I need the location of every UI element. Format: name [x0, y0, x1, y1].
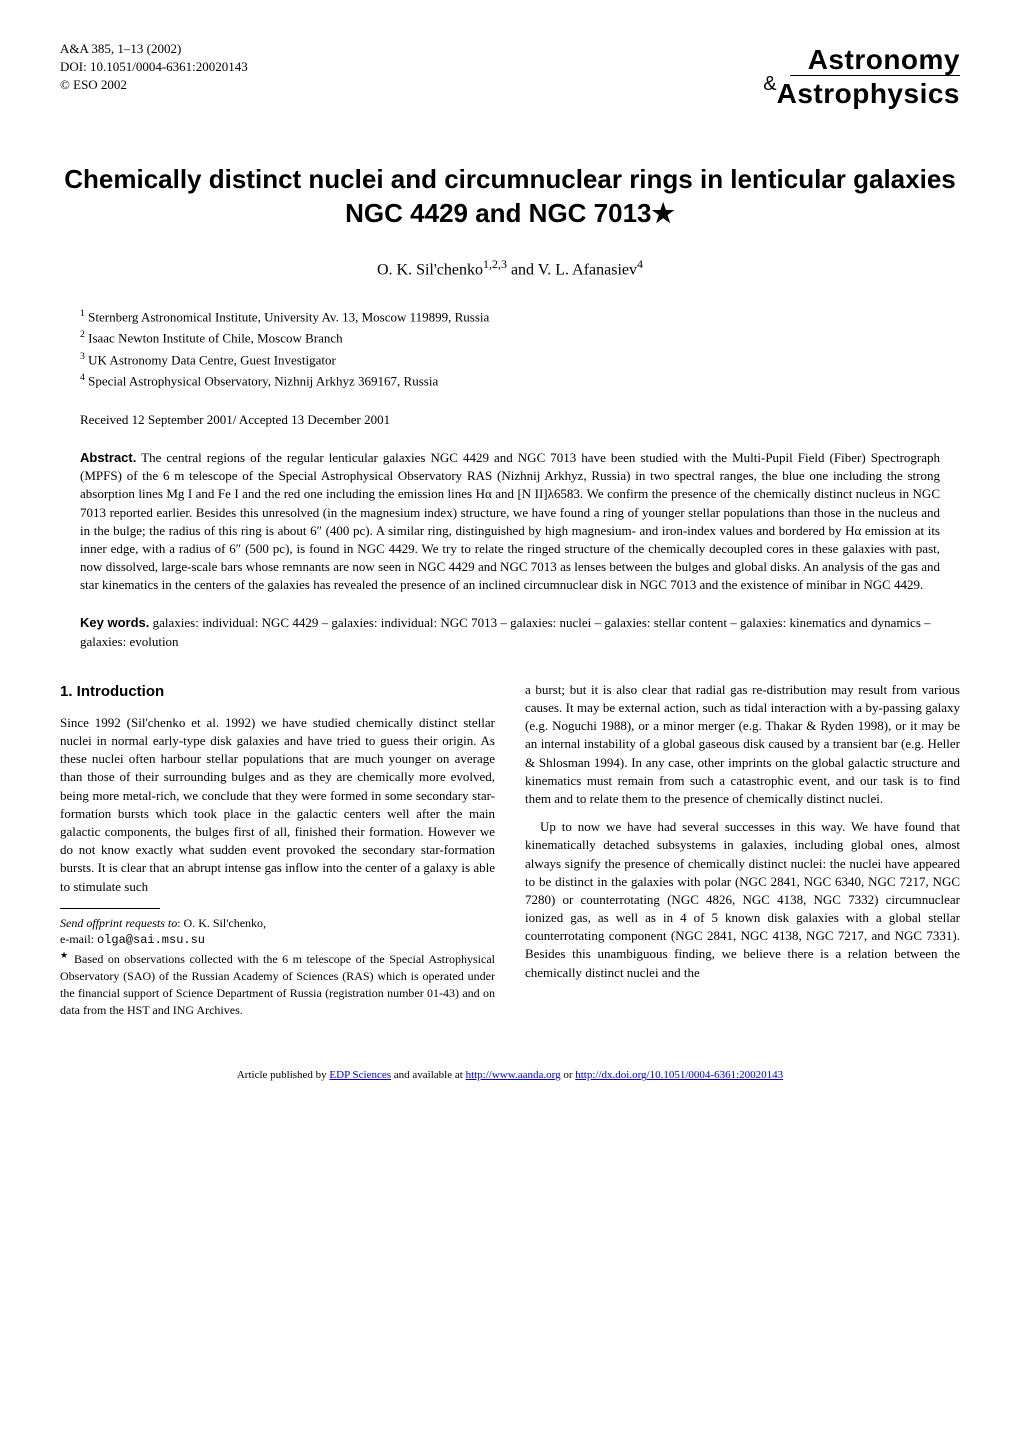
- journal-logo: Astronomy &Astrophysics: [763, 40, 960, 113]
- keywords-label: Key words.: [80, 615, 149, 630]
- affil-num: 3: [80, 351, 85, 362]
- author-1: O. K. Sil'chenko: [377, 261, 483, 278]
- footer-or: or: [561, 1069, 576, 1081]
- affiliation: 1 Sternberg Astronomical Institute, Univ…: [80, 307, 960, 327]
- body-columns: 1. Introduction Since 1992 (Sil'chenko e…: [60, 681, 960, 1019]
- title-text: Chemically distinct nuclei and circumnuc…: [64, 164, 956, 228]
- abstract-label: Abstract.: [80, 450, 136, 465]
- email-address: olga@sai.msu.su: [97, 933, 205, 947]
- affiliation: 3 UK Astronomy Data Centre, Guest Invest…: [80, 350, 960, 370]
- doi: DOI: 10.1051/0004-6361:20020143: [60, 58, 248, 76]
- affil-num: 4: [80, 372, 85, 383]
- journal-reference: A&A 385, 1–13 (2002): [60, 40, 248, 58]
- author-2: and V. L. Afanasiev: [507, 261, 637, 278]
- header-left: A&A 385, 1–13 (2002) DOI: 10.1051/0004-6…: [60, 40, 248, 95]
- section-heading: 1. Introduction: [60, 681, 495, 702]
- copyright: © ESO 2002: [60, 76, 248, 94]
- offprint-to: : O. K. Sil'chenko,: [177, 916, 266, 930]
- abstract: Abstract. The central regions of the reg…: [80, 449, 940, 595]
- keywords: Key words. galaxies: individual: NGC 442…: [80, 614, 940, 650]
- author-2-affil: 4: [637, 257, 643, 271]
- offprint-label: Send offprint requests to: [60, 916, 177, 930]
- offprint-line: Send offprint requests to: O. K. Sil'che…: [60, 915, 495, 932]
- column-left: 1. Introduction Since 1992 (Sil'chenko e…: [60, 681, 495, 1019]
- journal-logo-bottom-row: &Astrophysics: [763, 74, 960, 113]
- column-right: a burst; but it is also clear that radia…: [525, 681, 960, 1019]
- affiliation: 2 Isaac Newton Institute of Chile, Mosco…: [80, 328, 960, 348]
- email-label: e-mail:: [60, 932, 97, 946]
- footer-attribution: Article published by EDP Sciences and av…: [60, 1068, 960, 1083]
- footer-url2-link[interactable]: http://dx.doi.org/10.1051/0004-6361:2002…: [575, 1069, 783, 1081]
- affiliations: 1 Sternberg Astronomical Institute, Univ…: [80, 307, 960, 391]
- received-accepted: Received 12 September 2001/ Accepted 13 …: [80, 411, 960, 429]
- footer-url1-link[interactable]: http://www.aanda.org: [466, 1069, 561, 1081]
- email-line: e-mail: olga@sai.msu.su: [60, 931, 495, 949]
- affil-text: Isaac Newton Institute of Chile, Moscow …: [88, 331, 343, 346]
- header-row: A&A 385, 1–13 (2002) DOI: 10.1051/0004-6…: [60, 40, 960, 113]
- body-paragraph: Since 1992 (Sil'chenko et al. 1992) we h…: [60, 714, 495, 896]
- affil-num: 1: [80, 308, 85, 319]
- footnote-star-icon: ★: [60, 950, 70, 960]
- journal-logo-bottom: Astrophysics: [777, 78, 960, 109]
- author-1-affil: 1,2,3: [483, 257, 507, 271]
- paper-title: Chemically distinct nuclei and circumnuc…: [60, 163, 960, 231]
- footer-edp-link[interactable]: EDP Sciences: [329, 1069, 391, 1081]
- authors: O. K. Sil'chenko1,2,3 and V. L. Afanasie…: [60, 256, 960, 282]
- keywords-text: galaxies: individual: NGC 4429 – galaxie…: [80, 615, 931, 648]
- affiliation: 4 Special Astrophysical Observatory, Niz…: [80, 371, 960, 391]
- body-paragraph: a burst; but it is also clear that radia…: [525, 681, 960, 808]
- body-paragraph: Up to now we have had several successes …: [525, 818, 960, 982]
- star-footnote: ★ Based on observations collected with t…: [60, 949, 495, 1018]
- abstract-text: The central regions of the regular lenti…: [80, 450, 940, 592]
- footnote-star-text: Based on observations collected with the…: [60, 952, 495, 1016]
- footer-prefix: Article published by: [237, 1069, 330, 1081]
- affil-num: 2: [80, 329, 85, 340]
- title-footnote-star: ★: [652, 198, 675, 228]
- journal-logo-amp: &: [763, 73, 776, 95]
- offprint-footnote: Send offprint requests to: O. K. Sil'che…: [60, 915, 495, 950]
- affil-text: UK Astronomy Data Centre, Guest Investig…: [88, 352, 336, 367]
- affil-text: Sternberg Astronomical Institute, Univer…: [88, 309, 489, 324]
- footer-mid: and available at: [391, 1069, 466, 1081]
- footnote-separator: [60, 908, 160, 909]
- affil-text: Special Astrophysical Observatory, Nizhn…: [88, 374, 438, 389]
